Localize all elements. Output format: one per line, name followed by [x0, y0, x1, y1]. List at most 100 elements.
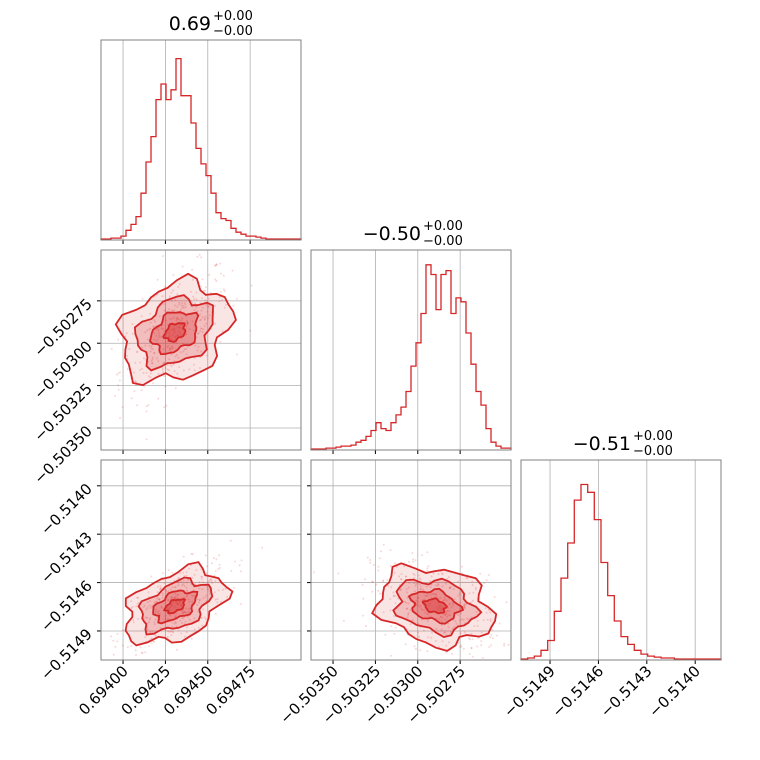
sample-point [163, 285, 166, 288]
sample-point [217, 568, 220, 571]
sample-point [210, 562, 213, 565]
sample-point [418, 583, 421, 586]
sample-point [205, 572, 208, 575]
sample-point [215, 558, 218, 561]
sample-point [146, 329, 149, 332]
sample-point [178, 366, 181, 369]
sample-point [200, 578, 203, 580]
sample-point [206, 565, 209, 568]
histogram-panel-1: 0.69 +0.00−0.00 [100, 9, 302, 244]
sample-point [459, 644, 462, 647]
sample-point [491, 637, 494, 640]
sample-point [171, 299, 173, 302]
sample-point [438, 607, 441, 610]
sample-point [116, 373, 118, 376]
sample-point [184, 635, 186, 638]
sample-point [439, 609, 442, 612]
sample-point [165, 590, 168, 593]
sample-point [167, 607, 169, 610]
sample-point [436, 608, 439, 611]
sample-point [170, 597, 173, 600]
sample-point [167, 590, 170, 593]
sample-point [136, 596, 139, 599]
sample-point [182, 579, 185, 582]
sample-point [166, 364, 169, 367]
sample-point [201, 316, 204, 319]
sample-point [160, 606, 163, 609]
sample-point [178, 326, 181, 329]
sample-point [455, 622, 458, 625]
sample-point [134, 649, 137, 652]
sample-point [178, 301, 181, 304]
sample-point [365, 625, 367, 627]
sample-point [180, 351, 182, 354]
sample-point [449, 586, 452, 589]
sample-point [170, 309, 173, 312]
sample-point [466, 577, 469, 580]
sample-point [158, 598, 161, 601]
sample-point [110, 635, 113, 638]
sample-point [471, 599, 474, 602]
sample-point [148, 604, 151, 607]
sample-point [165, 404, 168, 407]
sample-point [157, 397, 160, 400]
sample-point [361, 584, 364, 586]
sample-point [170, 291, 173, 294]
sample-point [198, 253, 201, 256]
sample-point [136, 350, 139, 353]
sample-point [185, 607, 188, 610]
sample-point [378, 592, 381, 595]
sample-point [207, 306, 210, 309]
sample-point [441, 585, 444, 588]
sample-point [416, 597, 419, 600]
sample-point [161, 327, 164, 330]
sample-point [169, 588, 172, 591]
sample-point [174, 605, 177, 608]
sample-point [116, 633, 119, 635]
sample-point [204, 299, 207, 302]
sample-point [177, 593, 180, 596]
sample-point [158, 315, 161, 318]
sample-point [206, 310, 209, 313]
sample-point [163, 309, 166, 312]
sample-point [161, 596, 164, 599]
sample-point [489, 620, 492, 622]
sample-point [153, 352, 156, 355]
sample-point [489, 611, 491, 614]
sample-point [153, 623, 156, 626]
sample-point [201, 576, 204, 578]
sample-point [169, 347, 172, 350]
sample-point [183, 585, 186, 587]
sample-point [153, 338, 156, 341]
sample-point [170, 604, 173, 607]
sample-point [437, 583, 439, 585]
sample-point [191, 320, 194, 323]
sample-point [159, 584, 162, 587]
sample-point [211, 582, 214, 584]
sample-point [470, 632, 473, 635]
sample-point [175, 353, 178, 356]
sample-point [179, 603, 182, 606]
sample-point [219, 340, 222, 343]
sample-point [154, 618, 157, 621]
sample-point [460, 645, 463, 648]
sample-point [201, 624, 204, 627]
sample-point [226, 595, 229, 598]
sample-point [200, 327, 202, 330]
sample-point [447, 622, 449, 625]
sample-point [200, 327, 203, 330]
x-tick-label: −0.5146 [549, 662, 608, 721]
sample-point [185, 574, 188, 577]
sample-point [465, 577, 468, 579]
y-tick-label: −0.5140 [37, 480, 96, 539]
sample-point [181, 611, 184, 614]
sample-point [390, 625, 393, 628]
sample-point [141, 346, 144, 349]
sample-point [447, 614, 450, 616]
sample-point [126, 368, 129, 371]
sample-point [195, 306, 198, 308]
sample-point [185, 595, 188, 598]
sample-point [188, 368, 191, 371]
sample-point [146, 628, 149, 631]
panel-title-value: −0.50 [363, 223, 421, 245]
